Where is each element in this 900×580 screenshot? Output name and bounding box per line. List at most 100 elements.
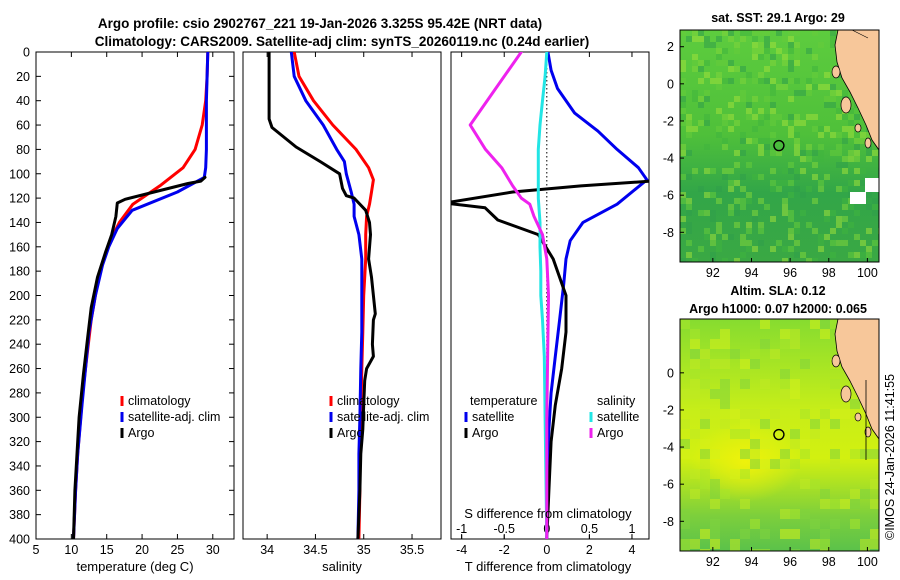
lat-tick-label: -8	[663, 515, 674, 529]
field-cell	[750, 519, 760, 529]
field-cell	[812, 162, 818, 168]
field-cell	[770, 42, 776, 48]
field-cell	[710, 210, 716, 216]
field-cell	[800, 210, 806, 216]
series-line-t-argo	[451, 179, 649, 539]
field-cell	[698, 246, 704, 252]
field-cell	[680, 216, 686, 222]
field-cell	[686, 210, 692, 216]
field-cell	[758, 138, 764, 144]
field-cell	[690, 389, 700, 399]
field-cell	[690, 329, 700, 339]
field-cell	[722, 168, 728, 174]
field-cell	[842, 162, 848, 168]
legend-t-argo-label: Argo	[472, 426, 498, 440]
field-cell	[740, 36, 746, 42]
field-cell	[752, 96, 758, 102]
depth-tick-label: 380	[9, 508, 30, 522]
field-cell	[728, 210, 734, 216]
field-cell	[790, 429, 800, 439]
field-cell	[692, 66, 698, 72]
field-cell	[806, 156, 812, 162]
field-cell	[686, 174, 692, 180]
field-cell	[698, 96, 704, 102]
field-cell	[794, 144, 800, 150]
field-cell	[716, 246, 722, 252]
field-cell	[698, 66, 704, 72]
field-cell	[782, 120, 788, 126]
field-cell	[722, 120, 728, 126]
field-cell	[740, 96, 746, 102]
field-cell	[860, 449, 870, 459]
field-cell	[842, 156, 848, 162]
field-cell	[722, 258, 728, 262]
field-cell	[818, 156, 824, 162]
field-cell	[848, 180, 854, 186]
sumatra-land	[834, 319, 879, 440]
field-cell	[794, 150, 800, 156]
field-cell	[734, 258, 740, 262]
field-cell	[794, 114, 800, 120]
field-cell	[720, 419, 730, 429]
field-cell	[710, 529, 720, 539]
field-cell	[824, 174, 830, 180]
temperature-axes-box	[35, 51, 235, 540]
depth-tick-label: 340	[9, 459, 30, 473]
field-cell	[710, 449, 720, 459]
field-cell	[790, 439, 800, 449]
field-cell	[760, 549, 770, 551]
field-cell	[740, 429, 750, 439]
sst-map-panel: sat. SST: 29.1 Argo: 29 92 94 96 98 100 -8 -6 -…	[663, 11, 880, 280]
field-cell	[860, 539, 870, 549]
field-cell	[780, 459, 790, 469]
depth-tick-label: 120	[9, 192, 30, 206]
field-cell	[680, 509, 690, 519]
field-cell	[824, 84, 830, 90]
x-tick-label: 15	[100, 543, 114, 557]
depth-tick-label: 280	[9, 386, 30, 400]
depth-y-ticks: 0 20 40 60 80 100 120 140 160 180 200 220 240 260 280 3…	[9, 46, 649, 547]
field-cell	[764, 42, 770, 48]
field-cell	[770, 90, 776, 96]
field-cell	[698, 186, 704, 192]
x-tick-label: 5	[33, 543, 40, 557]
field-cell	[770, 180, 776, 186]
field-cell	[860, 132, 866, 138]
field-cell	[810, 479, 820, 489]
field-cell	[740, 150, 746, 156]
mentawai-island	[854, 123, 862, 133]
field-cell	[722, 30, 728, 36]
field-cell	[830, 150, 836, 156]
field-cell	[686, 120, 692, 126]
field-cell	[806, 258, 812, 262]
field-cell	[782, 168, 788, 174]
field-cell	[812, 66, 818, 72]
field-cell	[794, 252, 800, 258]
series-line-satellite-adj-clim	[289, 52, 364, 539]
field-cell	[790, 339, 800, 349]
field-cell	[794, 54, 800, 60]
field-cell	[728, 204, 734, 210]
field-cell	[734, 180, 740, 186]
field-cell	[800, 252, 806, 258]
depth-tick-label: 100	[9, 167, 30, 181]
field-cell	[790, 549, 800, 551]
field-cell	[800, 439, 810, 449]
field-cell	[836, 162, 842, 168]
field-cell	[776, 30, 782, 36]
field-cell	[728, 36, 734, 42]
field-cell	[872, 240, 878, 246]
depth-tick-label: 240	[9, 338, 30, 352]
field-cell	[850, 499, 860, 509]
field-cell	[734, 42, 740, 48]
field-cell	[728, 126, 734, 132]
series-line-argo	[267, 52, 377, 539]
field-cell	[788, 132, 794, 138]
x-tick-label: 10	[64, 543, 78, 557]
field-cell	[758, 48, 764, 54]
field-cell	[794, 78, 800, 84]
field-cell	[680, 66, 686, 72]
field-cell	[794, 90, 800, 96]
field-cell	[690, 489, 700, 499]
depth-tick-label: 180	[9, 265, 30, 279]
